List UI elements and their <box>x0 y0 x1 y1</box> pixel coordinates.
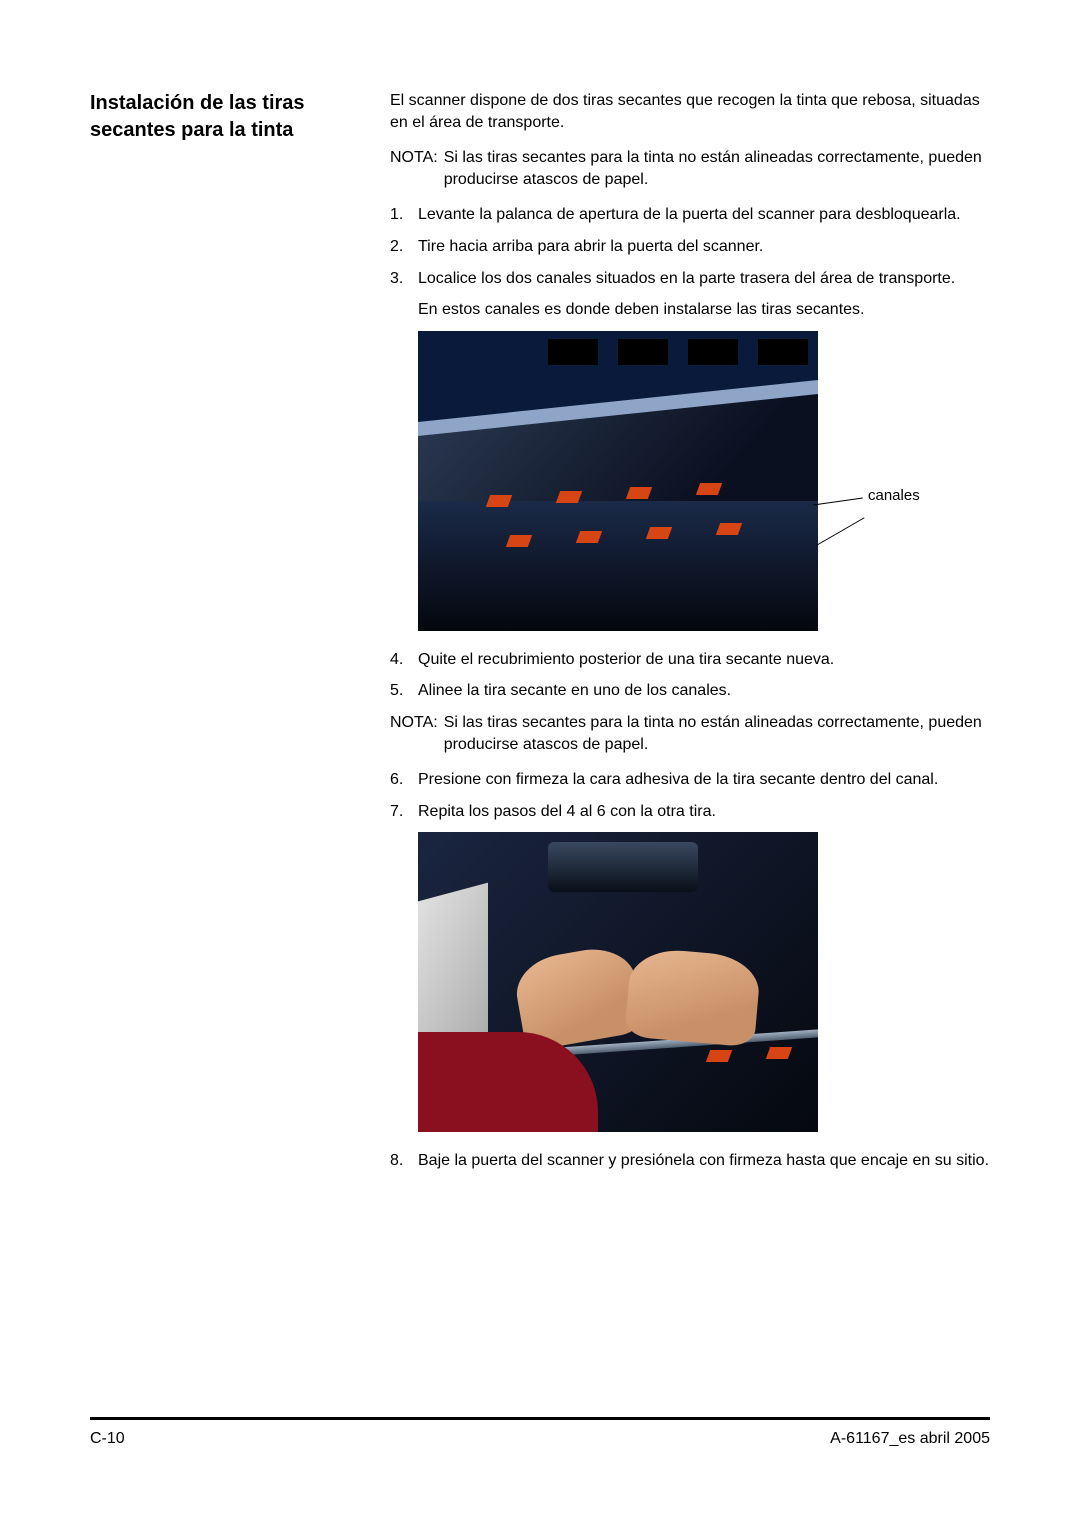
step-6: 6. Presione con firmeza la cara adhesiva… <box>390 769 990 791</box>
scanner-top <box>548 842 698 892</box>
step-4: 4. Quite el recubrimiento posterior de u… <box>390 649 990 671</box>
note-body: Si las tiras secantes para la tinta no e… <box>444 147 990 190</box>
figure-1-wrap: canales <box>418 331 990 631</box>
doc-id: A-61167_es abril 2005 <box>830 1430 990 1448</box>
step-7: 7. Repita los pasos del 4 al 6 con la ot… <box>390 801 990 823</box>
note-2: NOTA: Si las tiras secantes para la tint… <box>390 712 990 755</box>
step-number: 8. <box>390 1150 418 1172</box>
step-number: 1. <box>390 204 418 226</box>
step-8: 8. Baje la puerta del scanner y presióne… <box>390 1150 990 1172</box>
note-1: NOTA: Si las tiras secantes para la tint… <box>390 147 990 190</box>
section-heading: Instalación de las tiras secantes para l… <box>90 90 360 144</box>
step-3-sub: En estos canales es donde deben instalar… <box>418 299 990 321</box>
callout-line <box>816 517 864 545</box>
figure-2-wrap <box>418 832 990 1132</box>
step-text: Repita los pasos del 4 al 6 con la otra … <box>418 801 990 823</box>
footer-rule <box>90 1417 990 1420</box>
step-text: Baje la puerta del scanner y presiónela … <box>418 1150 990 1172</box>
hand-right <box>624 947 761 1048</box>
figure-2 <box>418 832 818 1132</box>
scanner-slot <box>758 339 808 365</box>
step-number: 2. <box>390 236 418 258</box>
step-number: 7. <box>390 801 418 823</box>
step-text: Levante la palanca de apertura de la pue… <box>418 204 990 226</box>
scanner-slot <box>618 339 668 365</box>
step-number: 5. <box>390 680 418 702</box>
intro-paragraph: El scanner dispone de dos tiras secantes… <box>390 90 990 133</box>
step-text: Quite el recubrimiento posterior de una … <box>418 649 990 671</box>
scanner-slot <box>548 339 598 365</box>
step-text: Tire hacia arriba para abrir la puerta d… <box>418 236 990 258</box>
step-text: Alinee la tira secante en uno de los can… <box>418 680 990 702</box>
page-footer: C-10 A-61167_es abril 2005 <box>90 1417 990 1448</box>
step-number: 3. <box>390 268 418 290</box>
step-1: 1. Levante la palanca de apertura de la … <box>390 204 990 226</box>
orange-tab <box>556 491 582 503</box>
orange-tab <box>626 487 652 499</box>
note-label: NOTA: <box>390 147 444 190</box>
orange-tab <box>716 523 742 535</box>
step-2: 2. Tire hacia arriba para abrir la puert… <box>390 236 990 258</box>
note-body: Si las tiras secantes para la tinta no e… <box>444 712 990 755</box>
step-number: 4. <box>390 649 418 671</box>
step-number: 6. <box>390 769 418 791</box>
step-text: Localice los dos canales situados en la … <box>418 268 990 290</box>
orange-tab <box>706 1050 732 1062</box>
orange-tab <box>646 527 672 539</box>
scanner-slot <box>688 339 738 365</box>
orange-tab <box>766 1047 792 1059</box>
page-number: C-10 <box>90 1430 125 1448</box>
step-5: 5. Alinee la tira secante en uno de los … <box>390 680 990 702</box>
step-3: 3. Localice los dos canales situados en … <box>390 268 990 290</box>
callout-line <box>813 497 863 505</box>
orange-tab <box>576 531 602 543</box>
step-text: Presione con firmeza la cara adhesiva de… <box>418 769 990 791</box>
orange-tab <box>486 495 512 507</box>
orange-tab <box>506 535 532 547</box>
transport-surface <box>418 501 818 631</box>
orange-tab <box>696 483 722 495</box>
note-label: NOTA: <box>390 712 444 755</box>
canales-callout: canales <box>868 486 920 506</box>
figure-1 <box>418 331 818 631</box>
